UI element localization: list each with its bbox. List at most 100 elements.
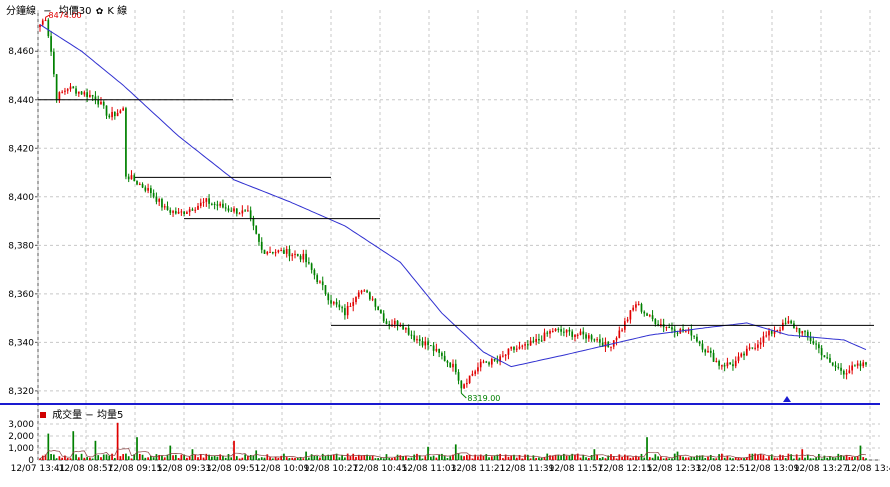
volume-bar xyxy=(338,457,341,460)
candle-body xyxy=(174,211,177,214)
volume-bar xyxy=(302,458,305,460)
candle-body xyxy=(283,250,285,254)
volume-bar xyxy=(804,457,806,460)
candle-body xyxy=(604,341,607,347)
volume-bar xyxy=(557,455,560,460)
volume-bar xyxy=(776,458,779,460)
volume-bar xyxy=(144,457,147,460)
volume-bar xyxy=(277,457,280,460)
candle-body xyxy=(665,327,668,329)
candle-body xyxy=(823,355,826,358)
candle-body xyxy=(324,285,327,295)
volume-bar xyxy=(721,453,723,460)
volume-bar xyxy=(693,457,696,460)
candle-body xyxy=(183,211,185,215)
candle-body xyxy=(80,91,83,95)
volume-bar xyxy=(862,457,865,460)
ma-line xyxy=(39,24,867,368)
candle-body xyxy=(684,331,687,333)
candle-body xyxy=(576,334,579,336)
candle-body xyxy=(285,249,288,254)
volume-bar xyxy=(432,455,435,460)
volume-bar xyxy=(249,454,252,460)
volume-bar xyxy=(269,457,271,460)
annotation-lines xyxy=(38,99,874,326)
candle-body xyxy=(801,331,804,334)
volume-bar xyxy=(496,454,499,460)
candle-body xyxy=(648,315,651,317)
candle-body xyxy=(787,320,790,324)
settings-gear-icon[interactable]: ✿ xyxy=(95,7,104,17)
candle-body xyxy=(626,319,629,322)
volume-bar xyxy=(399,455,402,460)
candle-body xyxy=(762,336,765,343)
volume-bar xyxy=(235,456,238,460)
candle-body xyxy=(521,345,524,347)
volume-bar xyxy=(762,455,765,460)
price-tick-label: 8,380 xyxy=(8,241,34,251)
price-labels: 8474.00 8319.00 xyxy=(45,11,791,403)
volume-bar xyxy=(263,457,266,460)
legend-ma-label: 均價30 xyxy=(58,6,92,17)
candle-body xyxy=(701,343,704,350)
volume-bar xyxy=(299,456,302,460)
volume-bar xyxy=(324,455,327,460)
candle-body xyxy=(127,176,130,180)
volume-bar xyxy=(224,457,227,460)
candle-body xyxy=(698,341,701,344)
candle-body xyxy=(438,348,440,353)
volume-bar xyxy=(554,454,557,460)
volume-bar xyxy=(626,455,629,460)
candle-body xyxy=(615,337,618,341)
volume-bar xyxy=(779,454,781,460)
legend-dash: − xyxy=(43,6,52,17)
volume-bar xyxy=(770,454,773,460)
candle-body xyxy=(441,352,443,356)
volume-bar xyxy=(751,453,754,460)
volume-bar xyxy=(673,453,676,460)
volume-bar xyxy=(812,458,815,460)
candle-body xyxy=(748,347,751,349)
volume-bar xyxy=(574,454,576,460)
candle-body xyxy=(463,384,465,389)
candle-body xyxy=(227,208,230,211)
candle-body xyxy=(668,327,671,329)
volume-bar xyxy=(701,455,704,460)
candle-body xyxy=(737,356,740,361)
volume-bar xyxy=(308,457,310,460)
volume-bar xyxy=(740,457,743,460)
candle-body xyxy=(233,208,235,212)
candle-body xyxy=(568,329,571,332)
volume-bar xyxy=(712,458,715,460)
volume-bar xyxy=(344,457,346,460)
time-tick-label: 12/08 13:27 xyxy=(794,464,849,474)
candle-body xyxy=(393,320,396,325)
volume-bar xyxy=(108,455,111,460)
volume-bar xyxy=(366,454,368,460)
volume-bar xyxy=(535,457,538,460)
volume-bar xyxy=(818,453,820,460)
volume-bar xyxy=(599,458,601,460)
candle-body xyxy=(754,347,756,349)
candle-body xyxy=(191,209,194,211)
volume-bar xyxy=(806,454,809,460)
volume-bar xyxy=(757,454,759,460)
candle-body xyxy=(377,306,380,310)
candle-body xyxy=(829,357,831,363)
candle-body xyxy=(632,307,635,311)
volume-bar xyxy=(568,455,571,460)
volume-bar xyxy=(665,457,668,460)
volume-bar xyxy=(482,455,485,460)
volume-bar xyxy=(388,457,391,460)
candle-body xyxy=(770,330,773,334)
candlestick-series xyxy=(39,17,867,394)
volume-bar xyxy=(499,453,501,460)
volume-bar xyxy=(166,454,169,460)
volume-bar xyxy=(538,457,540,460)
volume-bar xyxy=(704,457,707,460)
candle-body xyxy=(89,94,91,97)
candle-body xyxy=(199,202,202,206)
volume-bar xyxy=(327,454,330,460)
candle-body xyxy=(790,320,793,324)
